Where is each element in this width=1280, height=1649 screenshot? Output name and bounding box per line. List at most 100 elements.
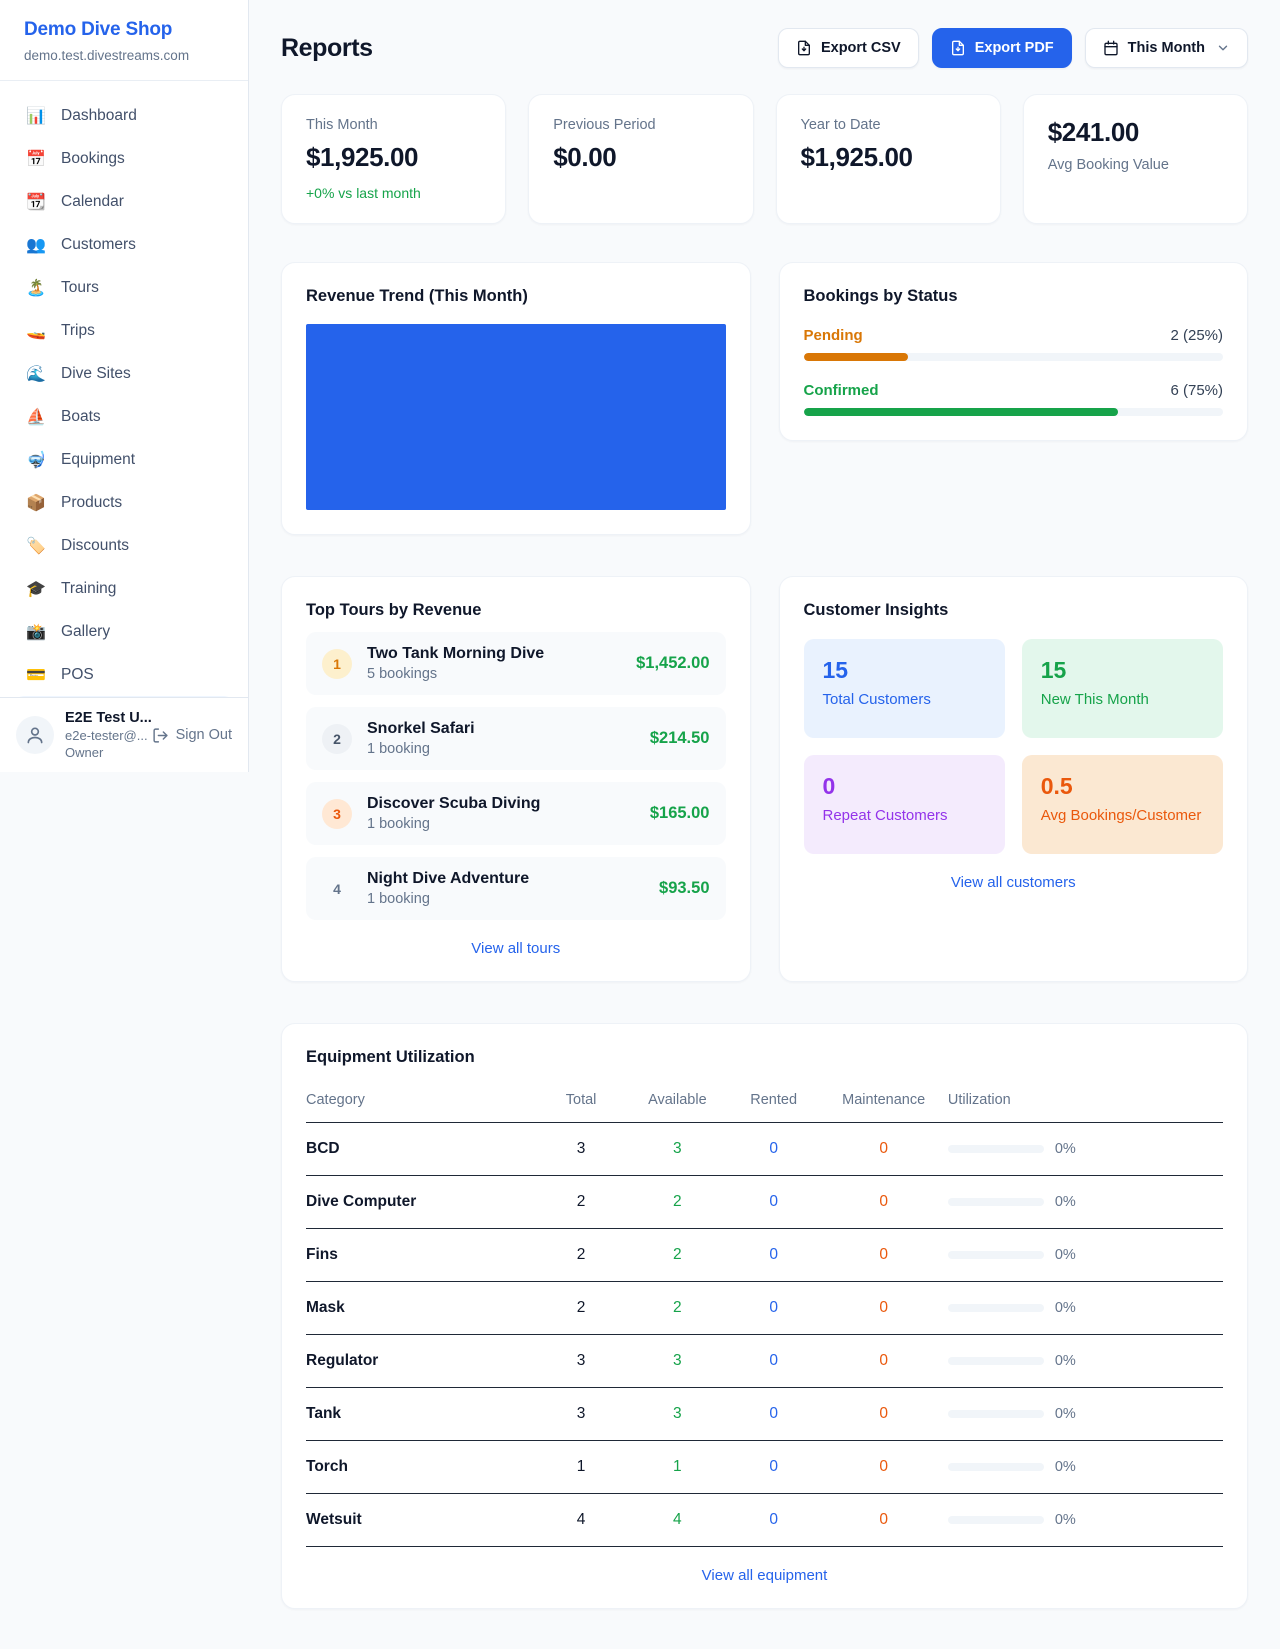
column-header: Category: [306, 1080, 536, 1123]
stat-card-this-month: This Month $1,925.00 +0% vs last month: [281, 94, 507, 224]
file-icon: [951, 40, 964, 56]
stat-value: $241.00: [1047, 117, 1140, 147]
utilization-bar: [947, 1198, 1044, 1206]
sidebar-item-tours[interactable]: 🏝️ Tours: [12, 266, 236, 309]
calendar-icon: [1104, 40, 1118, 56]
tile-avg-bookings: 0.5 Avg Bookings/Customer: [1021, 755, 1223, 854]
table-header-row: Category Total Available Rented Maintena…: [306, 1080, 1223, 1123]
utilization-percent: 0%: [1054, 1406, 1076, 1422]
tour-revenue: $1,452.00: [636, 654, 710, 672]
sidebar-item-training[interactable]: 🎓 Training: [12, 567, 236, 610]
column-header: Total: [535, 1080, 627, 1123]
sidebar-item-dive-sites[interactable]: 🌊 Dive Sites: [12, 352, 236, 395]
cell-utilization: 0%: [947, 1440, 1223, 1494]
sidebar-item-trips[interactable]: 🚤 Trips: [12, 309, 236, 352]
utilization-percent: 0%: [1054, 1459, 1076, 1475]
dashboard-icon: 📊: [26, 107, 46, 125]
sign-out-button[interactable]: Sign Out: [152, 727, 232, 744]
cell-available: 1: [626, 1440, 728, 1494]
customers-icon: 👥: [26, 236, 46, 254]
export-csv-label: Export CSV: [820, 40, 901, 56]
nav-item-label: Dive Sites: [61, 364, 131, 382]
tile-label: New This Month: [1040, 691, 1149, 708]
header-actions: Export CSV Export PDF This Month: [777, 28, 1248, 68]
bookings-by-status-title: Bookings by Status: [803, 287, 958, 305]
tour-name: Two Tank Morning Dive: [367, 645, 545, 662]
utilization-bar: [947, 1145, 1044, 1153]
tour-bookings: 1 booking: [367, 816, 430, 832]
sidebar-item-calendar[interactable]: 📆 Calendar: [12, 180, 236, 223]
cell-total: 2: [535, 1281, 627, 1335]
equipment-icon: 🤿: [26, 451, 46, 469]
sidebar-item-bookings[interactable]: 📅 Bookings: [12, 137, 236, 180]
customer-insights-title: Customer Insights: [803, 601, 949, 619]
cell-available: 2: [626, 1175, 728, 1229]
nav-item-label: Boats: [61, 407, 101, 425]
sidebar-item-boats[interactable]: ⛵ Boats: [12, 395, 236, 438]
equipment-table: Category Total Available Rented Maintena…: [306, 1080, 1223, 1547]
tour-name: Night Dive Adventure: [367, 870, 530, 887]
stat-label: Previous Period: [553, 117, 656, 133]
sidebar-item-products[interactable]: 📦 Products: [12, 481, 236, 524]
export-pdf-button[interactable]: Export PDF: [931, 28, 1072, 68]
user-icon: [27, 727, 43, 744]
sidebar-item-pos[interactable]: 💳 POS: [12, 653, 236, 696]
tour-row: 1 Two Tank Morning Dive 5 bookings $1,45…: [306, 632, 726, 695]
cell-maintenance: 0: [819, 1387, 948, 1441]
view-all-tours-link[interactable]: View all tours: [306, 940, 726, 957]
rank-badge: 2: [322, 723, 352, 754]
cell-utilization: 0%: [947, 1387, 1223, 1441]
sidebar-item-dashboard[interactable]: 📊 Dashboard: [12, 94, 236, 137]
column-header: Available: [626, 1080, 728, 1123]
logout-icon: [152, 727, 168, 743]
nav-item-label: Discounts: [61, 536, 130, 554]
table-row: BCD 3 3 0 0 0%: [306, 1122, 1223, 1176]
cell-maintenance: 0: [819, 1228, 948, 1282]
cell-rented: 0: [727, 1281, 820, 1335]
status-progress-track: [803, 408, 1223, 416]
column-header: Maintenance: [819, 1080, 948, 1123]
utilization-percent: 0%: [1054, 1512, 1076, 1528]
tour-name: Discover Scuba Diving: [367, 795, 541, 812]
nav-item-label: Bookings: [61, 149, 125, 167]
table-row: Wetsuit 4 4 0 0 0%: [306, 1493, 1223, 1547]
sidebar-nav: 📊 Dashboard 📅 Bookings 📆 Calendar 👥 Cust…: [0, 81, 248, 697]
sidebar-item-equipment[interactable]: 🤿 Equipment: [12, 438, 236, 481]
view-all-customers-link[interactable]: View all customers: [804, 874, 1224, 891]
utilization-percent: 0%: [1054, 1353, 1076, 1369]
sidebar-header: Demo Dive Shop demo.test.divestreams.com: [0, 0, 248, 81]
cell-utilization: 0%: [947, 1281, 1223, 1335]
view-all-equipment-link[interactable]: View all equipment: [306, 1567, 1223, 1584]
sidebar-item-customers[interactable]: 👥 Customers: [12, 223, 236, 266]
cell-available: 3: [626, 1122, 728, 1176]
sidebar-item-gallery[interactable]: 📸 Gallery: [12, 610, 236, 653]
cell-rented: 0: [727, 1440, 820, 1494]
cell-rented: 0: [727, 1228, 820, 1282]
user-info: E2E Test U... e2e-tester@... Owner: [65, 710, 152, 760]
top-tours-card: Top Tours by Revenue 1 Two Tank Morning …: [281, 576, 751, 982]
tour-name: Snorkel Safari: [367, 720, 475, 737]
page-header: Reports Export CSV Export PDF This Month: [281, 28, 1248, 68]
cell-category: Fins: [306, 1228, 536, 1282]
chevron-down-icon: [1218, 45, 1228, 51]
status-progress-fill: [803, 353, 909, 361]
tile-value: 0.5: [1040, 773, 1073, 799]
table-row: Tank 3 3 0 0 0%: [306, 1387, 1223, 1441]
tile-value: 15: [1040, 657, 1067, 683]
cell-total: 4: [535, 1493, 627, 1547]
cell-total: 3: [535, 1387, 627, 1441]
cell-total: 3: [535, 1122, 627, 1176]
sidebar-item-discounts[interactable]: 🏷️ Discounts: [12, 524, 236, 567]
period-select[interactable]: This Month: [1084, 28, 1248, 68]
nav-item-label: Products: [61, 493, 123, 511]
tour-revenue: $165.00: [649, 804, 710, 822]
tile-value: 15: [822, 657, 849, 683]
user-email: e2e-tester@...: [65, 728, 148, 743]
equipment-utilization-card: Equipment Utilization Category Total Ava…: [281, 1023, 1248, 1609]
bookings-icon: 📅: [26, 150, 46, 168]
trips-icon: 🚤: [26, 322, 46, 340]
revenue-trend-title: Revenue Trend (This Month): [306, 287, 528, 305]
cell-total: 2: [535, 1228, 627, 1282]
cell-category: Wetsuit: [306, 1493, 536, 1547]
export-csv-button[interactable]: Export CSV: [777, 28, 919, 68]
